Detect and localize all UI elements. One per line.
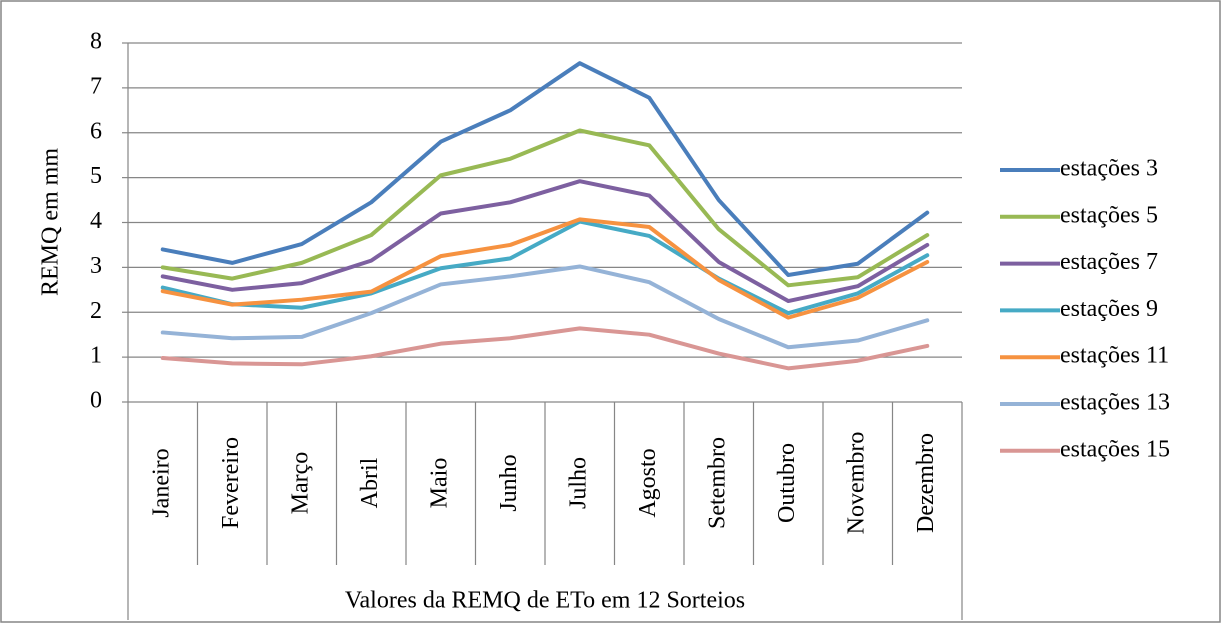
series-line [160,128,930,288]
y-tick-label: 7 [90,73,102,99]
y-axis-label: REMQ em mm [38,148,64,296]
series-line [160,219,930,316]
y-tick-label: 6 [90,118,102,144]
series-line [160,179,930,304]
series-line [160,264,930,350]
x-tick-label: Novembro [843,432,869,535]
y-tick-label: 4 [90,208,102,234]
legend-label: estações 3 [1060,156,1158,182]
x-tick-label: Fevereiro [218,437,244,529]
x-tick-label: Julho [565,457,591,509]
x-tick-label: Janeiro [148,448,174,517]
legend-label: estações 11 [1060,343,1169,369]
y-tick-label: 5 [90,163,102,189]
x-tick-label: Dezembro [913,433,939,533]
x-tick-label: Março [287,452,313,515]
x-tick-label: Junho [496,454,522,511]
series-line [160,61,930,278]
x-tick-label: Maio [426,458,452,509]
y-tick-label: 1 [90,343,102,369]
legend-label: estações 13 [1060,390,1170,416]
legend-label: estações 15 [1060,436,1170,462]
y-tick-label: 0 [90,388,102,414]
x-tick-label: Outubro [774,443,800,523]
legend-label: estações 7 [1060,249,1158,275]
x-tick-label: Abril [357,457,383,508]
series-line [160,217,930,320]
y-tick-label: 8 [90,29,102,55]
x-tick-label: Setembro [704,437,730,529]
x-tick-label: Agosto [635,448,661,517]
x-axis-label: Valores da REMQ de ETo em 12 Sorteios [345,588,745,614]
y-tick-label: 3 [90,253,102,279]
y-tick-label: 2 [90,298,102,324]
legend-label: estações 9 [1060,296,1158,322]
series-line [160,326,930,371]
legend-label: estações 5 [1060,202,1158,228]
